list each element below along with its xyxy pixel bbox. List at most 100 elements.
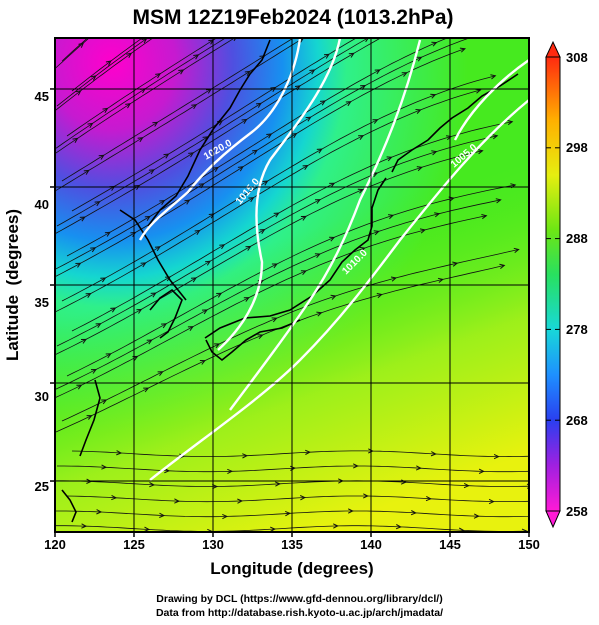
streamline-arrow <box>386 156 393 162</box>
streamline-arrow <box>94 201 101 207</box>
streamline-arrow <box>459 47 466 53</box>
x-tick-label: 125 <box>123 537 145 552</box>
x-tick-labels: 120 125 130 135 140 145 150 <box>44 537 540 552</box>
x-tick-label: 145 <box>439 537 461 552</box>
streamline-arrow <box>376 293 383 299</box>
streamline-arrow <box>95 323 102 328</box>
y-tick-label: 30 <box>35 389 49 404</box>
streamline-arrow <box>463 482 470 489</box>
streamline-arrow <box>216 292 223 298</box>
streamline-arrow <box>348 52 355 58</box>
x-tick-label: 135 <box>281 537 303 552</box>
streamline-arrow <box>437 277 444 283</box>
streamline-arrow <box>212 166 219 173</box>
y-tick-label: 40 <box>35 197 49 212</box>
streamline-arrow <box>178 69 185 75</box>
streamline-arrow <box>323 53 330 59</box>
streamline <box>55 38 471 270</box>
axis-ticks <box>50 88 530 537</box>
streamline-arrow <box>101 399 108 405</box>
streamline <box>71 450 529 457</box>
streamline-arrow <box>499 263 506 269</box>
streamline-arrow <box>388 214 395 220</box>
streamline-arrow <box>373 230 380 236</box>
streamline-arrow <box>159 200 166 205</box>
colorbar-label: 258 <box>566 504 588 519</box>
streamline-arrow <box>212 483 219 490</box>
streamline-arrow <box>98 154 105 160</box>
streamline <box>61 38 89 62</box>
streamline-arrow <box>495 198 502 204</box>
streamline <box>55 38 236 155</box>
streamline-arrow <box>352 463 359 469</box>
streamline-arrow <box>100 277 107 283</box>
streamline-arrow <box>316 311 323 317</box>
streamline-arrow <box>81 523 88 529</box>
streamline-arrow <box>164 468 171 474</box>
streamline-arrow <box>233 38 237 42</box>
streamline-arrow <box>219 244 226 250</box>
streamline <box>61 249 519 422</box>
streamline-arrow <box>363 38 369 43</box>
streamline-arrow <box>146 339 153 345</box>
streamline-arrow <box>143 387 150 393</box>
streamline-arrow <box>105 60 112 66</box>
streamline-arrow <box>75 262 82 268</box>
streamline-arrow <box>110 307 117 313</box>
streamline <box>55 38 305 192</box>
streamline <box>66 38 449 257</box>
streamline-arrow <box>90 368 98 374</box>
y-tick-label: 45 <box>35 89 49 104</box>
streamline-arrow <box>434 212 441 218</box>
y-tick-labels: 25 30 35 40 45 <box>35 89 49 494</box>
streamline-arrow <box>345 101 352 107</box>
streamline-arrow <box>271 317 278 323</box>
streamline-arrow <box>410 510 417 516</box>
streamline-arrow <box>309 69 316 75</box>
streamline-arrow <box>86 415 93 420</box>
streamline-arrow <box>259 229 266 234</box>
streamline-arrow <box>271 263 278 269</box>
streamline-arrow <box>208 213 215 219</box>
streamline-arrow <box>255 102 262 108</box>
streamline-arrow <box>214 343 221 349</box>
streamline-arrow <box>237 498 244 504</box>
streamline-arrow <box>347 508 354 514</box>
colorbar-gradient <box>545 56 561 512</box>
streamline <box>56 38 369 227</box>
streamline-arrow <box>78 42 85 48</box>
contour-1005 <box>149 99 529 481</box>
streamline-arrow <box>80 338 88 344</box>
colorbar-label: 308 <box>566 50 588 65</box>
streamline <box>66 38 218 137</box>
streamline-arrow <box>94 28 99 33</box>
streamline-arrow <box>140 262 147 268</box>
credit-line-2: Data from http://database.rish.kyoto-u.a… <box>155 607 444 619</box>
streamline-arrow <box>75 90 82 96</box>
streamline-arrow <box>314 253 321 259</box>
streamline-arrow <box>83 169 90 175</box>
streamline-arrow <box>374 69 381 75</box>
contour-1020 <box>138 38 302 241</box>
streamline-arrow <box>262 180 269 186</box>
streamline-arrow <box>116 450 123 456</box>
streamline-arrow <box>492 134 499 140</box>
streamline-arrow <box>102 107 109 113</box>
streamline-arrow <box>507 119 514 126</box>
streamline-arrow <box>330 294 337 300</box>
streamline-arrow <box>125 103 132 109</box>
streamline-arrow <box>257 334 264 340</box>
streamline-arrow <box>490 74 497 80</box>
streamline-arrow <box>104 231 111 237</box>
streamline-arrow <box>390 276 398 282</box>
streamline-arrow <box>415 465 422 471</box>
streamline-arrow <box>478 468 485 474</box>
streamline-arrow <box>163 153 170 159</box>
streamline-arrow <box>291 132 298 139</box>
streamline-arrow <box>431 150 438 156</box>
streamline-arrow <box>416 166 423 172</box>
streamline-arrow <box>300 495 306 501</box>
streamline-arrow <box>481 214 488 220</box>
streamline-arrow <box>184 199 191 205</box>
